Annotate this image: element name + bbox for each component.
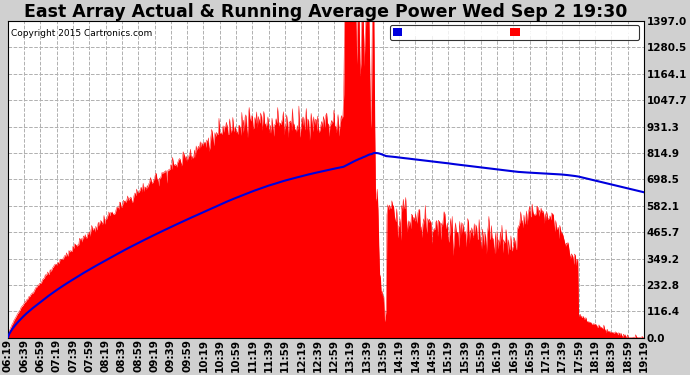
Title: East Array Actual & Running Average Power Wed Sep 2 19:30: East Array Actual & Running Average Powe… [24,3,627,21]
Text: Copyright 2015 Cartronics.com: Copyright 2015 Cartronics.com [11,29,152,38]
Legend: Average  (DC Watts), East Array  (DC Watts): Average (DC Watts), East Array (DC Watts… [390,26,640,40]
